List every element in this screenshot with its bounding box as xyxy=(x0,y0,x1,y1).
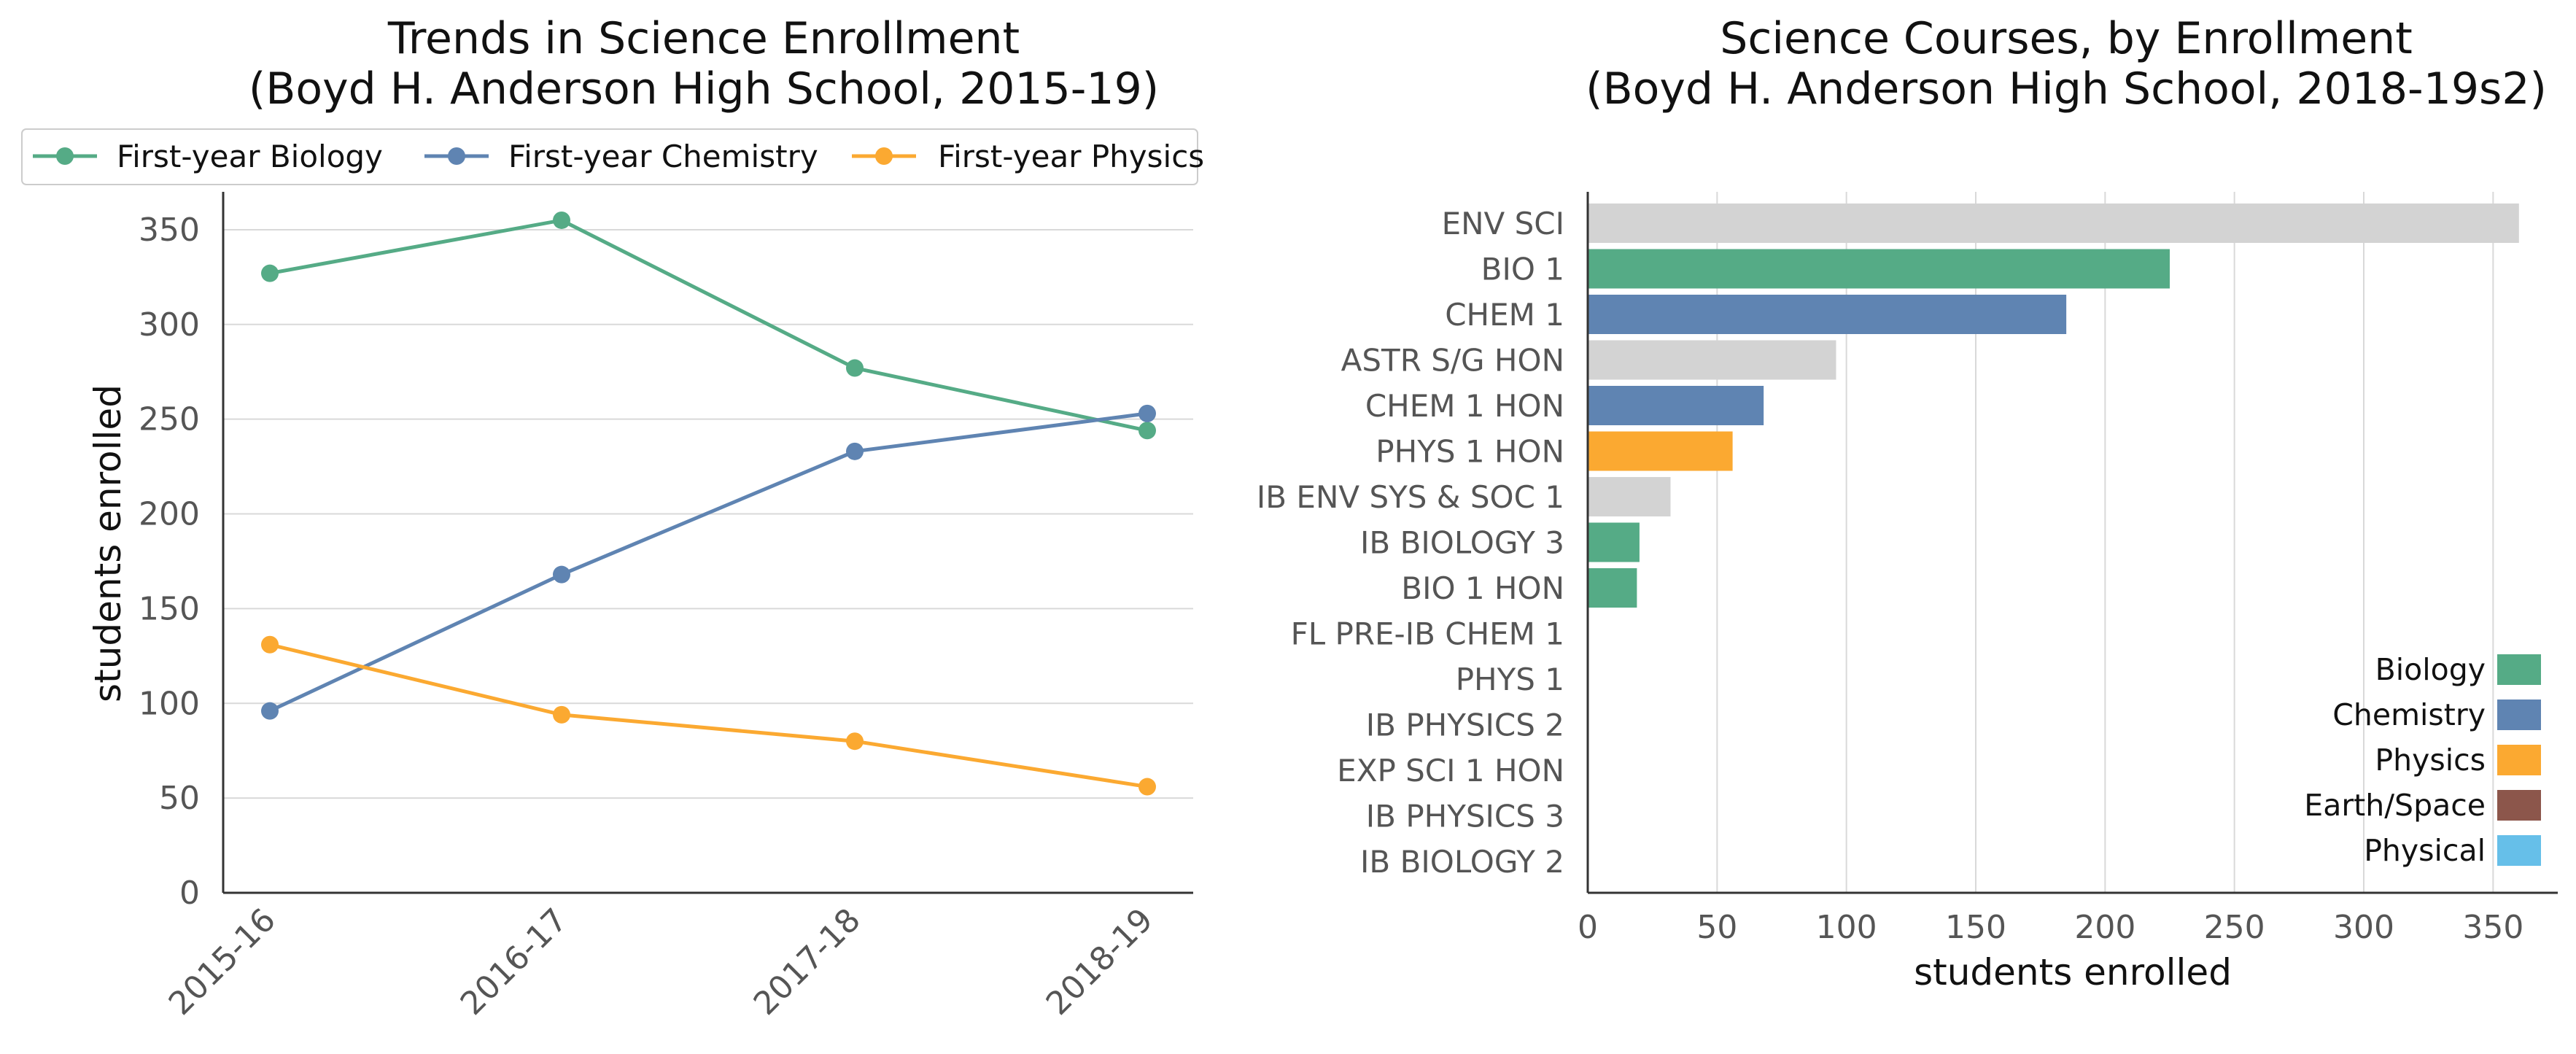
legend-label-biology: Biology xyxy=(2375,652,2486,687)
bar-category-label: PHYS 1 xyxy=(1456,662,1564,697)
line-chart-x-tick-label: 2016-17 xyxy=(454,902,575,1023)
bar-phys-1-hon xyxy=(1588,431,1733,471)
line-chart-series xyxy=(261,211,1156,796)
data-point-first-year-biology xyxy=(846,359,864,377)
legend-label-earth-space: Earth/Space xyxy=(2304,788,2486,823)
line-chart-legend: First-year Biology First-year Chemistry … xyxy=(21,128,1204,185)
bar-category-label: IB BIOLOGY 2 xyxy=(1360,844,1564,880)
data-point-first-year-chemistry xyxy=(1138,404,1156,422)
data-point-first-year-physics xyxy=(261,635,279,654)
bar-category-label: BIO 1 HON xyxy=(1401,570,1564,606)
bar-chart-x-tick-label: 250 xyxy=(2204,909,2265,946)
line-chart: Trends in Science Enrollment (Boyd H. An… xyxy=(21,13,1204,1023)
legend-biology-marker xyxy=(56,147,74,165)
bar-chart-x-ticks: 0 50 100 150 200 250 300 350 xyxy=(1578,909,2523,946)
bar-chart-x-tick-label: 200 xyxy=(2074,909,2135,946)
legend-physics-label: First-year Physics xyxy=(938,139,1204,174)
bar-chart-title-line2: (Boyd H. Anderson High School, 2018-19s2… xyxy=(1586,63,2547,115)
series-line-first-year-chemistry xyxy=(268,411,1148,713)
legend-swatch-biology xyxy=(2497,654,2541,685)
line-chart-y-tick-label: 100 xyxy=(139,685,200,722)
line-chart-y-tick-label: 250 xyxy=(139,401,200,438)
legend-swatch-physical xyxy=(2497,835,2541,866)
bar-ib-env-sys-soc-1 xyxy=(1588,477,1671,516)
legend-label-chemistry: Chemistry xyxy=(2332,697,2486,732)
line-chart-y-tick-label: 300 xyxy=(139,306,200,344)
legend-label-physical: Physical xyxy=(2364,833,2486,868)
legend-physics-marker xyxy=(875,147,893,165)
line-chart-y-tick-label: 200 xyxy=(139,496,200,533)
series-line-first-year-biology xyxy=(269,218,1148,433)
bar-category-label: IB PHYSICS 2 xyxy=(1366,708,1564,743)
line-chart-y-ticks: 0 50 100 150 200 250 300 350 xyxy=(139,212,200,912)
series-line-first-year-physics xyxy=(269,643,1148,789)
bar-chart-x-axis-label: students enrolled xyxy=(1914,951,2232,993)
bar-category-label: EXP SCI 1 HON xyxy=(1337,753,1564,788)
bar-chart-x-tick-label: 100 xyxy=(1816,909,1877,946)
data-point-first-year-biology xyxy=(553,211,570,229)
bar-chart-x-tick-label: 0 xyxy=(1578,909,1598,946)
legend-swatch-earth-space xyxy=(2497,790,2541,821)
bar-ib-biology-3 xyxy=(1588,522,1640,562)
bar-category-label: PHYS 1 HON xyxy=(1376,434,1564,470)
bar-chart-legend: Biology Chemistry Physics Earth/Space Physic… xyxy=(2304,652,2541,868)
bar-astr-s-g-hon xyxy=(1588,340,1836,380)
bar-chart: Science Courses, by Enrollment (Boyd H. … xyxy=(1257,13,2558,993)
bar-chart-x-tick-label: 350 xyxy=(2462,909,2523,946)
line-chart-x-tick-label: 2017-18 xyxy=(747,902,868,1023)
legend-chemistry-label: First-year Chemistry xyxy=(508,139,818,174)
bar-category-label: CHEM 1 xyxy=(1445,297,1564,333)
line-chart-y-axis-label: students enrolled xyxy=(87,384,129,702)
data-point-first-year-physics xyxy=(553,705,570,724)
data-point-first-year-biology xyxy=(1138,422,1156,440)
bar-env-sci xyxy=(1588,204,2519,243)
legend-swatch-chemistry xyxy=(2497,700,2541,730)
bar-category-label: IB PHYSICS 3 xyxy=(1366,799,1564,834)
line-chart-x-ticks: 2015-16 2016-17 2017-18 2018-19 xyxy=(162,902,1160,1023)
line-chart-legend-frame xyxy=(21,128,1198,185)
bar-chem-1-hon xyxy=(1588,386,1764,425)
bar-chart-category-labels: ENV SCI BIO 1 CHEM 1 ASTR S/G HON CHEM 1 HON… xyxy=(1257,206,1564,880)
bar-chart-x-tick-label: 50 xyxy=(1696,909,1737,946)
line-chart-y-tick-label: 350 xyxy=(139,212,200,249)
data-point-first-year-biology xyxy=(261,264,279,282)
legend-swatch-physics xyxy=(2497,745,2541,775)
bar-category-label: ASTR S/G HON xyxy=(1341,343,1564,379)
bar-bio-1 xyxy=(1588,249,2170,289)
bar-chart-x-tick-label: 300 xyxy=(2333,909,2394,946)
bar-bio-1-hon xyxy=(1588,568,1637,608)
legend-biology-label: First-year Biology xyxy=(117,139,383,174)
legend-label-physics: Physics xyxy=(2375,743,2486,778)
data-point-first-year-chemistry xyxy=(553,565,570,584)
bar-category-label: ENV SCI xyxy=(1442,206,1564,241)
bar-chart-x-tick-label: 150 xyxy=(1945,909,2006,946)
bar-category-label: BIO 1 xyxy=(1481,252,1564,287)
line-chart-title-line2: (Boyd H. Anderson High School, 2015-19) xyxy=(249,63,1159,115)
line-chart-gridlines xyxy=(223,228,1193,799)
bar-category-label: FL PRE-IB CHEM 1 xyxy=(1291,616,1564,652)
bar-chem-1 xyxy=(1588,295,2067,334)
bar-category-label: IB ENV SYS & SOC 1 xyxy=(1257,479,1564,515)
bar-chart-bars xyxy=(1588,204,2519,608)
data-point-first-year-chemistry xyxy=(846,442,864,460)
line-chart-y-tick-label: 50 xyxy=(159,780,200,817)
bar-category-label: CHEM 1 HON xyxy=(1365,388,1564,424)
bar-category-label: IB BIOLOGY 3 xyxy=(1360,525,1564,561)
data-point-first-year-physics xyxy=(1138,778,1156,796)
line-chart-y-tick-label: 0 xyxy=(179,875,200,912)
legend-chemistry-marker xyxy=(448,147,465,165)
data-point-first-year-chemistry xyxy=(261,702,279,720)
bar-chart-title-line1: Science Courses, by Enrollment xyxy=(1720,13,2412,64)
line-chart-x-tick-label: 2018-19 xyxy=(1039,902,1160,1023)
line-chart-x-tick-label: 2015-16 xyxy=(162,902,283,1023)
line-chart-title-line1: Trends in Science Enrollment xyxy=(387,13,1020,64)
data-point-first-year-physics xyxy=(846,732,864,751)
line-chart-y-tick-label: 150 xyxy=(139,590,200,627)
